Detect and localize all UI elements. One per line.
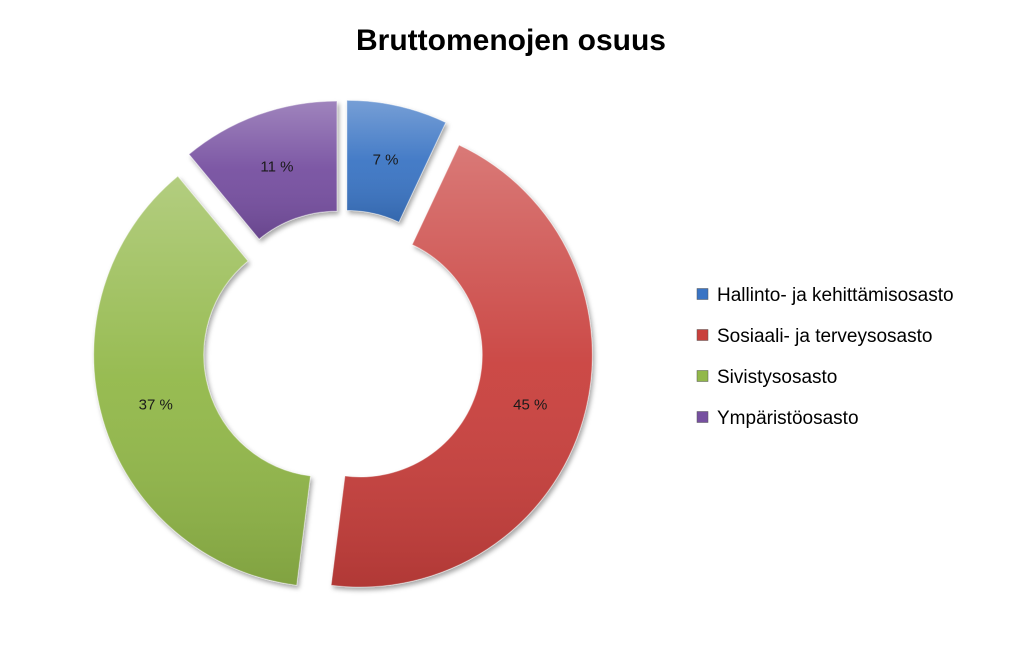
slice-sosiaali-ja-terveysosasto-highlight <box>331 145 593 588</box>
slice-hallinto-ja-kehittamisosasto-highlight <box>346 100 446 223</box>
legend-swatch-hallinto-ja-kehittamisosasto <box>696 288 709 300</box>
legend-swatch-sosiaali-ja-terveysosasto <box>696 329 709 341</box>
legend-label-sosiaali-ja-terveysosasto: Sosiaali- ja terveysosasto <box>717 326 932 347</box>
data-label-ymparistoosasto: 11 % <box>260 159 293 176</box>
chart-title: Bruttomenojen osuus <box>356 24 666 57</box>
data-label-hallinto-ja-kehittamisosasto: 7 % <box>373 152 399 169</box>
doughnut-slices <box>93 99 593 588</box>
legend-label-sivistysosasto: Sivistysosasto <box>717 367 837 388</box>
slice-sivistysosasto-highlight <box>93 176 311 586</box>
legend-label-ymparistoosasto: Ympäristöosasto <box>717 408 859 429</box>
legend-swatch-sivistysosasto <box>696 370 709 382</box>
legend-swatch-ymparistoosasto <box>696 411 709 423</box>
data-label-sosiaali-ja-terveysosasto: 45 % <box>513 396 547 413</box>
legend-label-hallinto-ja-kehittamisosasto: Hallinto- ja kehittämisosasto <box>717 285 954 306</box>
data-labels: 7 % 45 % 37 % 11 % <box>139 152 548 414</box>
slice-ymparistoosasto-highlight <box>189 101 337 240</box>
data-label-sivistysosasto: 37 % <box>139 396 173 413</box>
legend: Hallinto- ja kehittämisosasto Sosiaali- j… <box>696 285 954 429</box>
